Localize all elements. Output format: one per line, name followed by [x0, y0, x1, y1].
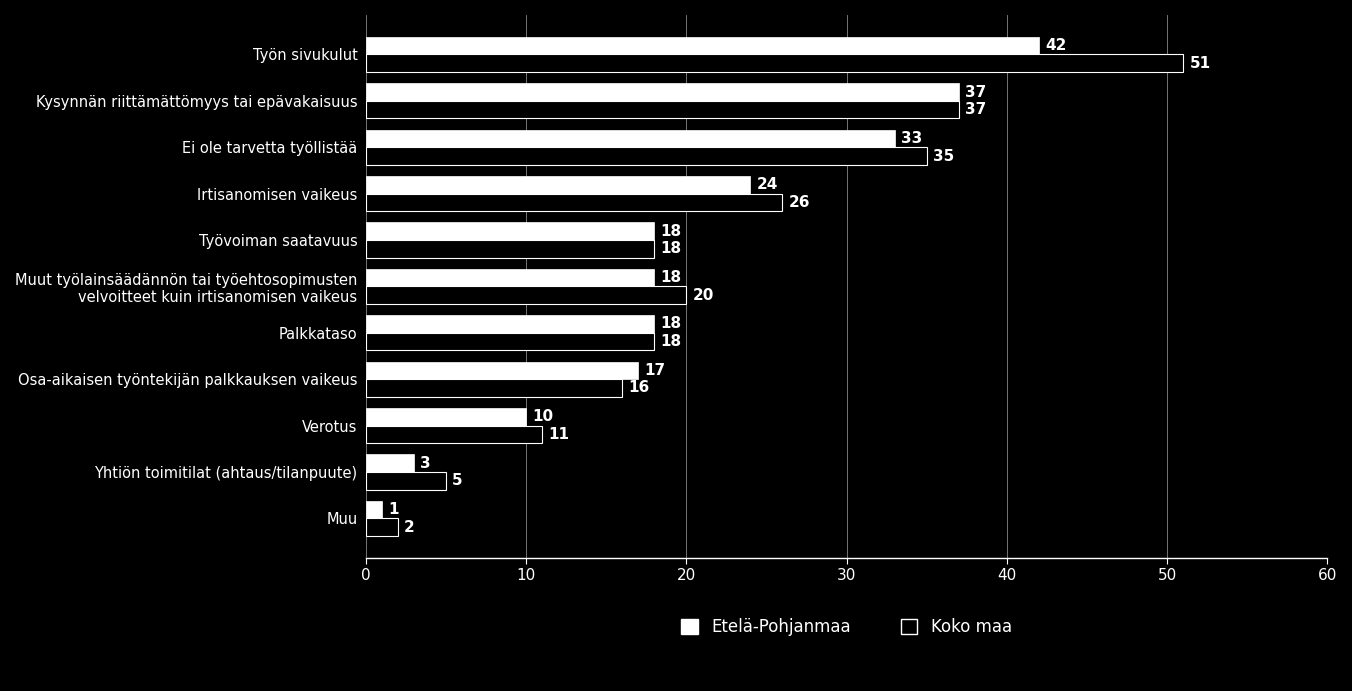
- Text: 17: 17: [645, 363, 665, 378]
- Bar: [365, 55, 1183, 72]
- Text: 33: 33: [900, 131, 922, 146]
- Bar: [365, 379, 622, 397]
- Bar: [365, 240, 654, 258]
- Bar: [365, 37, 1038, 55]
- Text: 18: 18: [661, 224, 681, 238]
- Text: 3: 3: [420, 455, 431, 471]
- Bar: [365, 361, 638, 379]
- Bar: [365, 408, 526, 426]
- Text: 37: 37: [965, 102, 987, 117]
- Text: 37: 37: [965, 84, 987, 100]
- Legend: Etelä-Pohjanmaa, Koko maa: Etelä-Pohjanmaa, Koko maa: [681, 618, 1011, 636]
- Bar: [365, 193, 783, 211]
- Bar: [365, 223, 654, 240]
- Bar: [365, 83, 959, 101]
- Bar: [365, 147, 926, 165]
- Bar: [365, 101, 959, 118]
- Bar: [365, 286, 687, 304]
- Text: 35: 35: [933, 149, 955, 164]
- Text: 5: 5: [453, 473, 462, 489]
- Text: 18: 18: [661, 316, 681, 332]
- Text: 51: 51: [1190, 56, 1210, 70]
- Text: 10: 10: [533, 409, 553, 424]
- Text: 24: 24: [757, 178, 779, 192]
- Bar: [365, 130, 895, 147]
- Text: 16: 16: [629, 381, 650, 395]
- Bar: [365, 501, 381, 518]
- Text: 42: 42: [1045, 38, 1067, 53]
- Text: 18: 18: [661, 334, 681, 349]
- Bar: [365, 426, 542, 443]
- Text: 26: 26: [788, 195, 810, 210]
- Text: 18: 18: [661, 241, 681, 256]
- Bar: [365, 333, 654, 350]
- Text: 1: 1: [388, 502, 399, 517]
- Text: 18: 18: [661, 270, 681, 285]
- Bar: [365, 472, 446, 489]
- Text: 11: 11: [549, 427, 569, 442]
- Bar: [365, 454, 414, 472]
- Bar: [365, 518, 397, 536]
- Bar: [365, 269, 654, 286]
- Bar: [365, 176, 750, 193]
- Bar: [365, 315, 654, 333]
- Text: 2: 2: [404, 520, 415, 535]
- Text: 20: 20: [692, 287, 714, 303]
